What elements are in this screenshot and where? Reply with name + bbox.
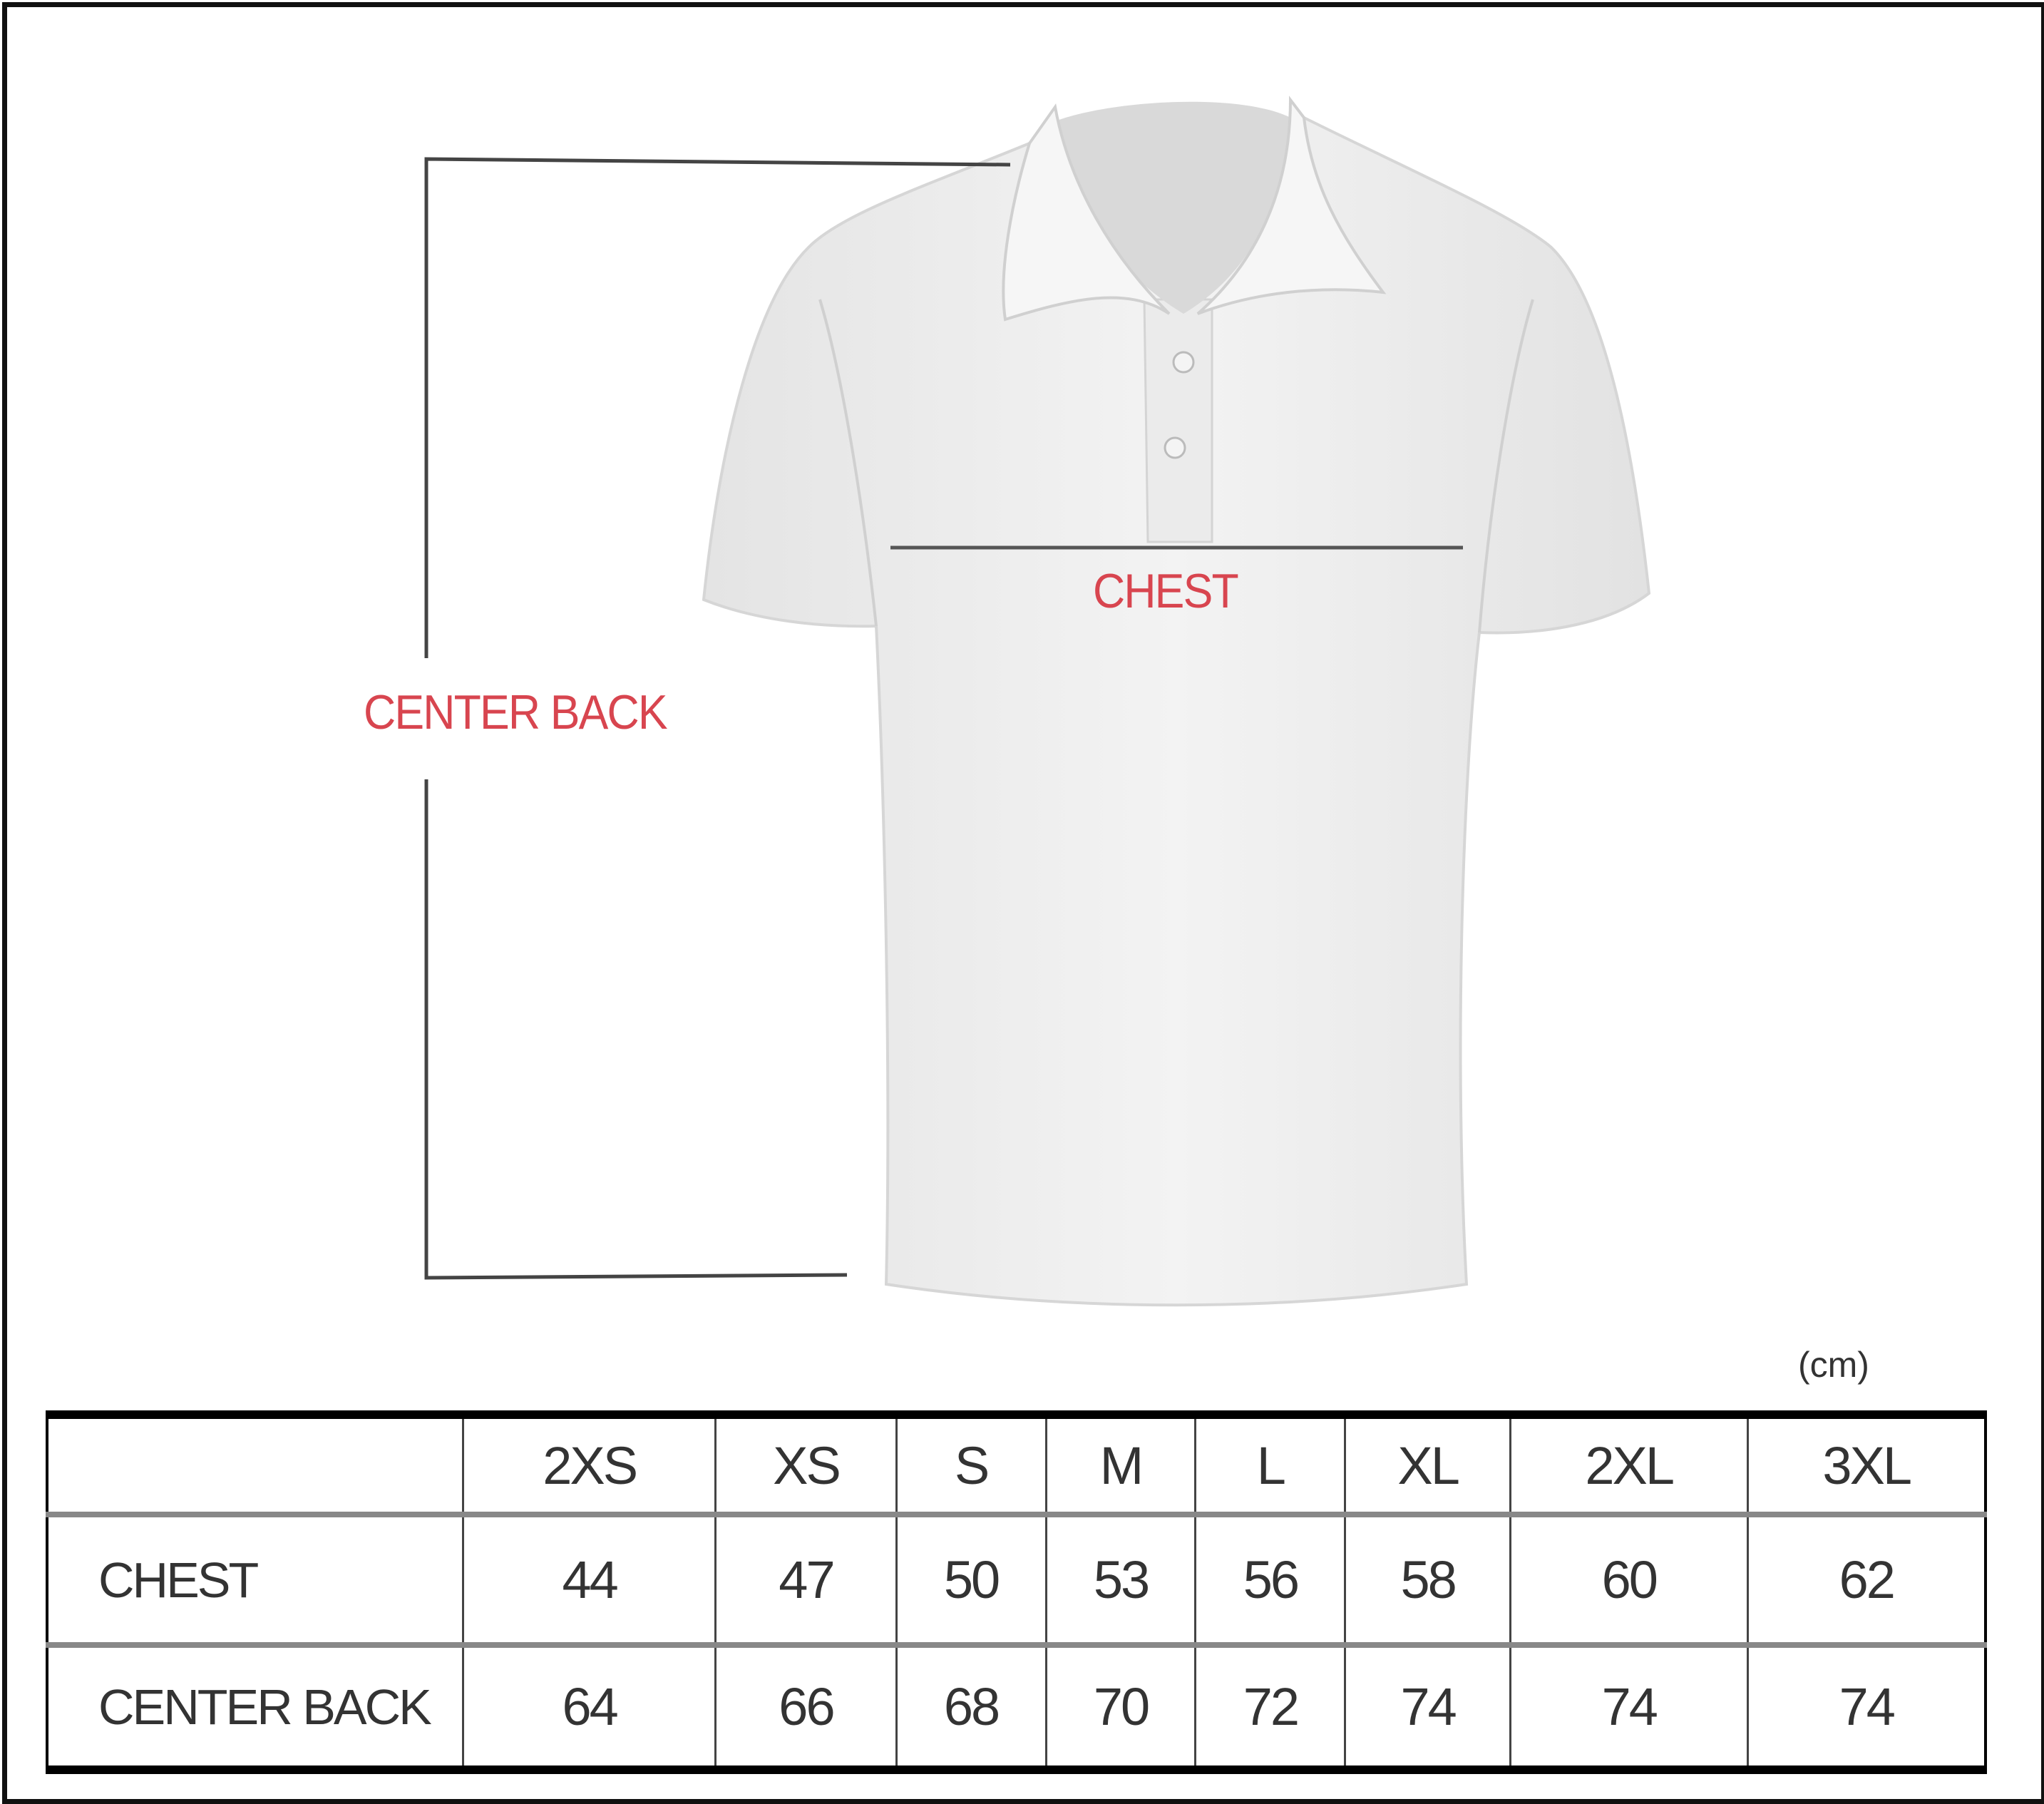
- table-cell: 64: [461, 1645, 717, 1770]
- chest-label: CHEST: [1093, 564, 1239, 618]
- center-back-label: CENTER BACK: [364, 685, 668, 739]
- table-cell: 44: [461, 1515, 717, 1648]
- table-cell: 62: [1746, 1515, 1987, 1648]
- row-label: CENTER BACK: [46, 1645, 464, 1770]
- row-label: CHEST: [46, 1515, 464, 1648]
- size-header: 2XS: [461, 1415, 717, 1517]
- size-header: 2XL: [1509, 1415, 1749, 1517]
- table-cell: 72: [1194, 1645, 1347, 1770]
- shirt-collar: [1002, 96, 1387, 322]
- table-cell: 74: [1344, 1645, 1511, 1770]
- size-header: XL: [1344, 1415, 1511, 1517]
- table-header-row: 2XS XS S M L XL 2XL 3XL: [46, 1415, 1987, 1517]
- size-header: L: [1194, 1415, 1347, 1517]
- size-header: M: [1044, 1415, 1197, 1517]
- button-icon: [1172, 351, 1195, 374]
- table-cell: 50: [895, 1515, 1047, 1648]
- button-icon: [1164, 436, 1186, 459]
- table-row: CHEST 44 47 50 53 56 58 60 62: [46, 1515, 1987, 1648]
- table-row: CENTER BACK 64 66 68 70 72 74 74 74: [46, 1645, 1987, 1770]
- size-header: 3XL: [1746, 1415, 1987, 1517]
- table-cell: 68: [895, 1645, 1047, 1770]
- table-cell: 58: [1344, 1515, 1511, 1648]
- table-cell: 74: [1509, 1645, 1749, 1770]
- size-header: XS: [714, 1415, 898, 1517]
- corner-cell: [46, 1415, 464, 1517]
- unit-label: (cm): [1798, 1345, 1869, 1385]
- table-cell: 56: [1194, 1515, 1347, 1648]
- table-cell: 60: [1509, 1515, 1749, 1648]
- table-cell: 70: [1044, 1645, 1197, 1770]
- table-cell: 53: [1044, 1515, 1197, 1648]
- size-chart-table: 2XS XS S M L XL 2XL 3XL CHEST 44 47 50 5…: [46, 1410, 1987, 1774]
- table-cell: 47: [714, 1515, 898, 1648]
- size-header: S: [895, 1415, 1047, 1517]
- table-cell: 66: [714, 1645, 898, 1770]
- table-cell: 74: [1746, 1645, 1987, 1770]
- center-back-bracket: [424, 157, 1011, 1280]
- shirt-body: [702, 116, 1651, 1307]
